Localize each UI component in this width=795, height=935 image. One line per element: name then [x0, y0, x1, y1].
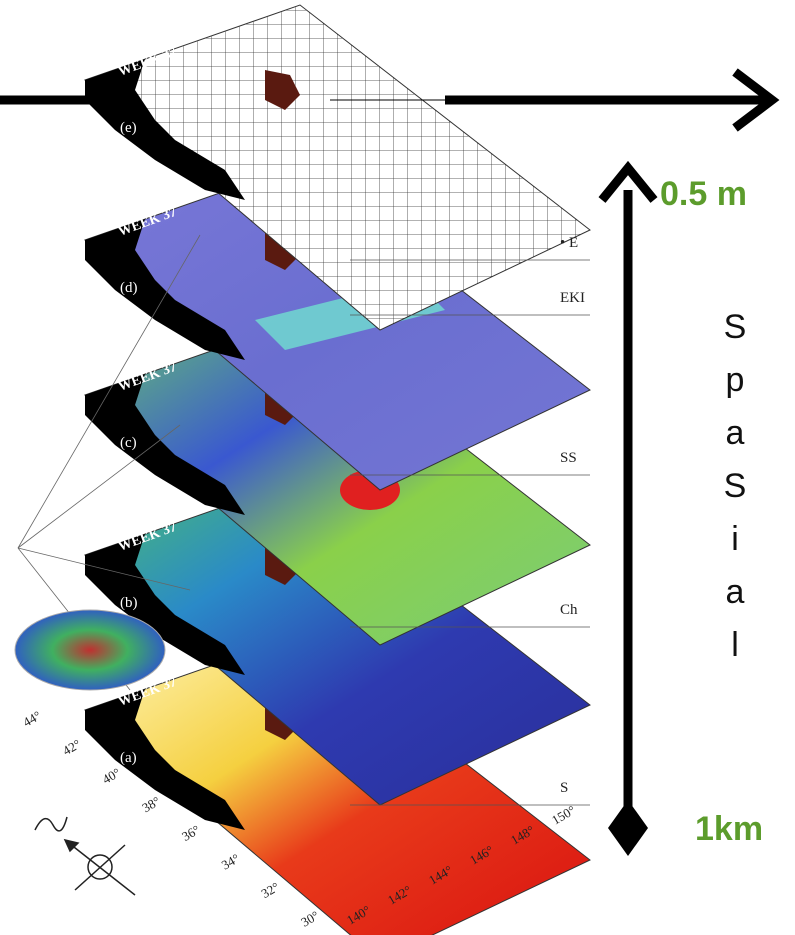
- lat-label: 38°: [139, 793, 162, 815]
- lat-label: 30°: [298, 908, 321, 930]
- side-label: Ch: [560, 602, 578, 618]
- scale-letter: a: [726, 573, 745, 611]
- lat-label: 40°: [100, 765, 123, 787]
- panel-label: (e): [120, 120, 137, 136]
- panel-label: (b): [120, 595, 138, 611]
- scale-top: 0.5 m: [660, 175, 747, 213]
- scale-letter: a: [726, 414, 745, 452]
- panel-label: (d): [120, 280, 138, 296]
- diamond: [608, 800, 648, 856]
- lat-label: 44°: [20, 708, 43, 730]
- scale-letter: p: [726, 361, 745, 399]
- side-label: SS: [560, 450, 577, 466]
- scale-letter: S: [724, 308, 747, 346]
- compass: [35, 817, 135, 895]
- scale-bottom: 1km: [695, 810, 763, 848]
- side-label: • E: [560, 235, 578, 251]
- lon-label: 150°: [549, 802, 578, 827]
- scale-letter: i: [731, 520, 739, 558]
- lat-label: 34°: [219, 850, 242, 872]
- lat-label: 42°: [60, 736, 83, 758]
- panel-label: (c): [120, 435, 137, 451]
- side-label: S: [560, 780, 568, 796]
- inset: [15, 610, 165, 690]
- scale-letter: S: [724, 467, 747, 505]
- lat-label: 36°: [179, 822, 202, 844]
- scale-letter: l: [731, 626, 739, 664]
- side-label: EKI: [560, 290, 585, 306]
- lat-label: 32°: [259, 879, 282, 901]
- figure: WEEK 37(a)WEEK 37(b)WEEK 37(c)WEEK 37(d)…: [0, 0, 795, 935]
- panel-label: (a): [120, 750, 137, 766]
